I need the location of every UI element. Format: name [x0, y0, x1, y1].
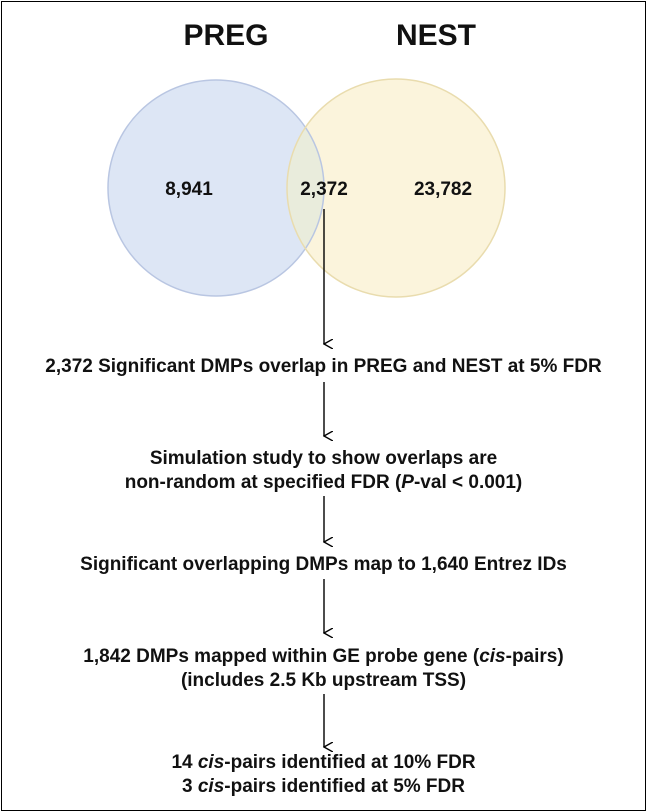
nest-circle-edge: [286, 78, 506, 298]
step-3-entrez-mapping: Significant overlapping DMPs map to 1,64…: [2, 553, 645, 577]
step-line: 2,372 Significant DMPs overlap in PREG a…: [2, 355, 645, 379]
step-text: non-random at specified FDR (: [124, 472, 402, 493]
nest-title: NEST: [396, 19, 476, 52]
step-1-overlap-summary: 2,372 Significant DMPs overlap in PREG a…: [2, 355, 645, 379]
step-text: 14: [171, 752, 198, 773]
step-2-simulation-study: Simulation study to show overlaps are non…: [2, 447, 645, 495]
italic-term: cis: [479, 646, 506, 667]
overlap-count: 2,372: [300, 179, 348, 200]
step-5-cis-pairs-identified: 14 cis-pairs identified at 10% FDR 3 cis-…: [2, 751, 645, 799]
step-text: -val < 0.001): [413, 472, 523, 493]
step-line: non-random at specified FDR (P-val < 0.0…: [2, 471, 645, 495]
step-text: -pairs identified at 5% FDR: [224, 776, 465, 797]
step-text: -pairs): [505, 646, 564, 667]
preg-circle: [108, 80, 324, 296]
preg-title: PREG: [183, 19, 268, 52]
step-text: (includes 2.5 Kb upstream TSS): [180, 670, 467, 691]
step-text: 2,372 Significant DMPs overlap in PREG a…: [45, 356, 602, 377]
step-line: 3 cis-pairs identified at 5% FDR: [2, 775, 645, 799]
step-line: 1,842 DMPs mapped within GE probe gene (…: [2, 645, 645, 669]
italic-term: cis: [197, 752, 225, 773]
step-text: Simulation study to show overlaps are: [149, 448, 498, 469]
step-text: 3: [182, 776, 198, 797]
italic-term: P: [401, 472, 414, 493]
nest-only-count: 23,782: [414, 179, 472, 200]
preg-only-count: 8,941: [165, 179, 213, 200]
step-line: Significant overlapping DMPs map to 1,64…: [2, 553, 645, 577]
step-line: 14 cis-pairs identified at 10% FDR: [2, 751, 645, 775]
step-4-cis-pair-mapping: 1,842 DMPs mapped within GE probe gene (…: [2, 645, 645, 693]
step-line: Simulation study to show overlaps are: [2, 447, 645, 471]
step-line: (includes 2.5 Kb upstream TSS): [2, 669, 645, 693]
italic-term: cis: [197, 776, 225, 797]
nest-circle: [287, 79, 505, 297]
preg-circle-edge: [107, 79, 325, 297]
step-text: -pairs identified at 10% FDR: [224, 752, 476, 773]
step-text: Significant overlapping DMPs map to 1,64…: [80, 554, 567, 575]
step-text: 1,842 DMPs mapped within GE probe gene (: [83, 646, 480, 667]
